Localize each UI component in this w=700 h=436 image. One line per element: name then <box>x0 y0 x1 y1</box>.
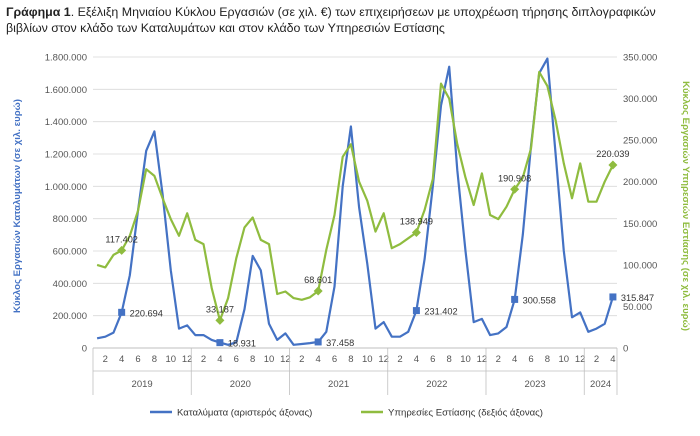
year-label: 2020 <box>230 379 251 390</box>
marker-square <box>511 295 519 303</box>
year-label: 2019 <box>132 379 153 390</box>
month-tick-label: 10 <box>362 354 373 365</box>
marker-diamond <box>411 227 421 237</box>
month-tick-label: 4 <box>512 354 517 365</box>
legend-accommodation-label: Καταλύματα (αριστερός άξονας) <box>177 408 312 419</box>
left-tick-label: 600.000 <box>53 247 87 258</box>
chart-title-prefix: Γράφημα 1 <box>6 5 71 19</box>
marker-diamond <box>117 245 127 255</box>
month-tick-label: 12 <box>280 354 291 365</box>
month-tick-label: 6 <box>430 354 435 365</box>
data-label: 220.039 <box>596 149 629 159</box>
month-tick-label: 6 <box>135 354 140 365</box>
marker-diamond <box>215 315 225 325</box>
month-tick-label: 4 <box>316 354 321 365</box>
data-label: 315.847 <box>621 293 654 303</box>
legend-food-services-label: Υπηρεσίες Εστίασης (δεξιός άξονας) <box>388 408 543 419</box>
month-tick-label: 2 <box>299 354 304 365</box>
marker-square <box>216 339 224 347</box>
year-label: 2021 <box>328 379 349 390</box>
left-axis-ticks: 0 200.000 400.000 600.000 800.000 1.000.000 1.… <box>45 53 87 355</box>
data-label: 37.458 <box>326 338 354 348</box>
right-tick-label: 150.000 <box>623 219 657 230</box>
chart-title: Γράφημα 1. Εξέλιξη Μηνιαίου Κύκλου Εργασ… <box>6 4 696 36</box>
data-label: 33.187 <box>206 304 234 314</box>
left-axis-label: Κύκλος Εργασιών Καταλυμάτων (σε χιλ. ευρ… <box>12 99 23 313</box>
month-tick-label: 4 <box>119 354 124 365</box>
data-label: 68.601 <box>304 275 332 285</box>
data-label: 138.949 <box>400 216 433 226</box>
month-tick-label: 4 <box>610 354 615 365</box>
data-label: 190.908 <box>498 173 531 183</box>
year-label: 2023 <box>525 379 546 390</box>
chart-title-text: . Εξέλιξη Μηνιαίου Κύκλου Εργασιών (σε χ… <box>6 5 656 35</box>
right-tick-label: 250.000 <box>623 136 657 147</box>
marker-square <box>314 338 322 346</box>
series-line-food-services <box>96 70 614 322</box>
data-markers <box>117 160 618 347</box>
data-label: 220.694 <box>130 308 163 318</box>
right-tick-label: 100.000 <box>623 260 657 271</box>
left-tick-label: 1.600.000 <box>45 85 87 96</box>
left-tick-label: 1.800.000 <box>45 53 87 64</box>
month-tick-label: 8 <box>250 354 255 365</box>
marker-diamond <box>313 286 323 296</box>
month-tick-label: 8 <box>447 354 452 365</box>
month-tick-label: 6 <box>528 354 533 365</box>
marker-square <box>412 307 420 315</box>
month-tick-label: 2 <box>201 354 206 365</box>
left-tick-label: 200.000 <box>53 311 87 322</box>
data-label: 18.931 <box>228 339 256 349</box>
month-tick-label: 8 <box>152 354 157 365</box>
right-tick-label: 0 <box>623 344 628 355</box>
month-tick-label: 10 <box>264 354 275 365</box>
month-tick-label: 12 <box>378 354 389 365</box>
month-tick-label: 2 <box>397 354 402 365</box>
month-tick-label: 4 <box>414 354 419 365</box>
month-tick-label: 10 <box>558 354 569 365</box>
data-labels: 220.694 18.931 37.458 231.402 300.558 315.847… <box>105 149 654 349</box>
left-tick-label: 1.400.000 <box>45 117 87 128</box>
month-tick-label: 6 <box>234 354 239 365</box>
right-axis-ticks: 0 50.000 100.000 150.000 200.000 250.000 300.0… <box>623 53 657 355</box>
x-axis: 2 4 6 8 10 12 2 4 6 8 10 12 2 4 6 8 10 12 2 4 6 8 10 12 2 4 6 8 10 12… <box>92 347 618 395</box>
year-label: 2024 <box>590 379 611 390</box>
marker-square <box>118 308 126 316</box>
right-tick-label: 300.000 <box>623 94 657 105</box>
left-tick-label: 800.000 <box>53 214 87 225</box>
marker-diamond <box>608 160 618 170</box>
month-tick-label: 2 <box>594 354 599 365</box>
year-label: 2022 <box>426 379 447 390</box>
month-tick-label: 2 <box>103 354 108 365</box>
month-tick-label: 10 <box>460 354 471 365</box>
marker-square <box>609 293 617 301</box>
month-tick-label: 2 <box>496 354 501 365</box>
left-tick-label: 400.000 <box>53 279 87 290</box>
marker-diamond <box>510 184 520 194</box>
month-tick-label: 8 <box>545 354 550 365</box>
month-tick-label: 6 <box>332 354 337 365</box>
month-tick-label: 12 <box>182 354 193 365</box>
right-tick-label: 200.000 <box>623 177 657 188</box>
month-tick-label: 12 <box>575 354 586 365</box>
month-tick-label: 12 <box>477 354 488 365</box>
month-tick-label: 8 <box>348 354 353 365</box>
left-tick-label: 1.200.000 <box>45 150 87 161</box>
legend: Καταλύματα (αριστερός άξονας) Υπηρεσίες Ε… <box>150 408 543 419</box>
left-tick-label: 1.000.000 <box>45 182 87 193</box>
month-tick-label: 4 <box>217 354 222 365</box>
right-tick-label: 50.000 <box>623 302 652 313</box>
data-label: 231.402 <box>424 307 457 317</box>
data-label: 300.558 <box>523 295 556 305</box>
right-axis-label: Κύκλος Εργασιών Υπηρεσιών Εστίασης (σε χ… <box>680 81 691 331</box>
series-lines <box>96 57 614 346</box>
month-tick-label: 10 <box>165 354 176 365</box>
data-label: 117.402 <box>105 234 138 244</box>
right-tick-label: 350.000 <box>623 53 657 64</box>
left-tick-label: 0 <box>82 344 87 355</box>
